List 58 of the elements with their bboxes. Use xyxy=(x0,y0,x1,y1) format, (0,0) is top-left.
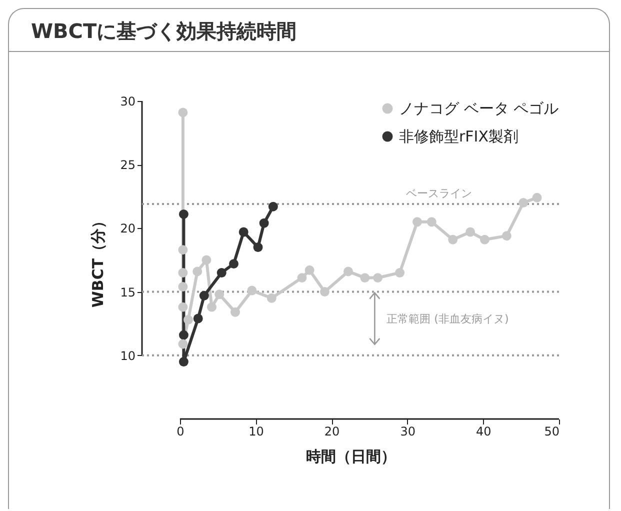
point xyxy=(343,266,353,276)
point xyxy=(360,273,370,283)
point xyxy=(373,273,383,283)
legend-label: ノナコグ ベータ ペゴル xyxy=(399,100,559,118)
point xyxy=(178,209,188,219)
chart-title: WBCTに基づく効果持続時間 xyxy=(9,9,609,52)
x-tick-label: 10 xyxy=(248,424,264,438)
point xyxy=(230,307,240,317)
x-tick-label: 40 xyxy=(476,424,492,438)
point xyxy=(228,259,238,269)
point xyxy=(207,302,216,312)
point xyxy=(268,202,278,212)
y-tick-label: 20 xyxy=(120,222,136,236)
point xyxy=(199,290,209,300)
y-tick-label: 25 xyxy=(120,158,136,172)
point xyxy=(178,268,188,278)
y-tick-label: 10 xyxy=(120,348,136,363)
point xyxy=(412,217,422,227)
point xyxy=(426,217,436,227)
x-tick-label: 30 xyxy=(400,424,416,438)
point xyxy=(466,227,476,237)
y-axis-title: WBCT（分） xyxy=(89,213,108,308)
point xyxy=(193,314,203,324)
point xyxy=(238,227,248,237)
point xyxy=(178,282,188,292)
x-tick-label: 50 xyxy=(544,424,560,438)
y-tick-label: 15 xyxy=(120,285,136,300)
point xyxy=(178,330,188,340)
ref-line-label: ベースライン xyxy=(406,187,472,200)
point xyxy=(192,266,202,276)
point xyxy=(178,108,188,118)
point xyxy=(448,234,458,244)
y-tick-label: 30 xyxy=(120,94,136,108)
x-tick-label: 0 xyxy=(176,424,184,438)
point xyxy=(247,286,257,296)
point xyxy=(202,255,212,265)
x-tick-label: 20 xyxy=(324,424,340,438)
point xyxy=(216,268,226,278)
legend-label: 非修飾型rFIX製剤 xyxy=(399,128,518,146)
point xyxy=(518,198,528,208)
point xyxy=(532,192,542,202)
point xyxy=(178,357,188,366)
point xyxy=(304,265,314,275)
point xyxy=(320,287,330,297)
point xyxy=(480,234,490,244)
point xyxy=(259,218,269,228)
point xyxy=(178,339,188,349)
point xyxy=(502,231,512,241)
point xyxy=(178,245,188,255)
point xyxy=(297,273,307,283)
point xyxy=(266,293,276,303)
point xyxy=(214,290,224,300)
annotation: 正常範囲 (非血友病イヌ) xyxy=(386,312,509,326)
point xyxy=(178,302,188,312)
x-axis-title: 時間（日間） xyxy=(306,448,396,466)
point xyxy=(253,242,263,252)
point xyxy=(395,268,405,278)
point xyxy=(184,315,193,325)
